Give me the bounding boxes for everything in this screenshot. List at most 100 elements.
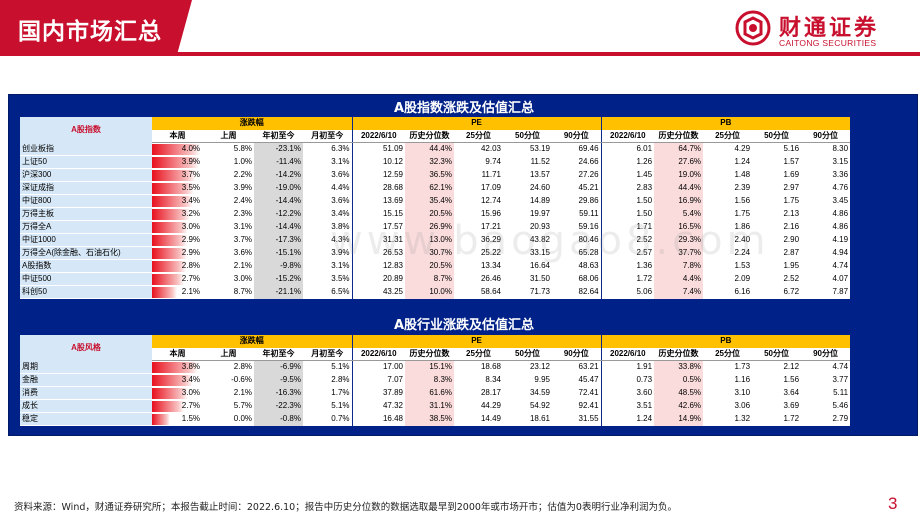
table-cell: 1.24 <box>734 157 751 167</box>
table-cell: 1.69 <box>783 170 800 180</box>
table-cell: 5.46 <box>832 401 849 411</box>
table-cell: 3.6% <box>233 248 252 258</box>
row-name: 上证50 <box>20 155 152 170</box>
page-title: 国内市场汇总 <box>18 19 162 45</box>
weekly-change-bar <box>152 169 197 181</box>
cell-value: 3.2% <box>181 209 200 219</box>
table-cell: 3.1% <box>233 222 252 232</box>
table-cell: 20.5% <box>405 259 454 273</box>
weekly-change-bar <box>152 234 187 246</box>
table-cell: 6.5% <box>331 287 350 297</box>
column-header: 本周 <box>152 347 203 362</box>
table-cell: 28.68 <box>351 181 405 195</box>
table-cell: 62.1% <box>405 181 454 195</box>
table-cell: 2.79 <box>832 414 849 424</box>
table-cell: 12.59 <box>351 168 405 182</box>
cell-value: 2.7% <box>181 401 200 411</box>
table-cell: 2.97 <box>783 183 800 193</box>
row-name: 创业板指 <box>20 142 152 157</box>
table-cell: 44.29 <box>480 401 501 411</box>
table-cell: 47.32 <box>351 399 405 413</box>
table-row: 上证50 3.9% 1.0% -11.4% 3.1% 10.12 32.3% 9.74 11.5… <box>20 155 850 170</box>
table-cell: 3.36 <box>832 170 849 180</box>
category-label: A股风格 <box>20 335 152 361</box>
cell-value: 3.9% <box>181 157 200 167</box>
table-cell: 5.8% <box>233 144 252 154</box>
table-cell: 35.4% <box>405 194 454 208</box>
table-row: 万得全A(除金融、石油石化) 2.9% 3.6% -15.1% 3.9% 26.53 30.… <box>20 246 850 261</box>
cell-value: 3.0% <box>181 388 200 398</box>
table-cell: 80.46 <box>578 235 599 245</box>
table-cell: 2.8% <box>331 375 350 385</box>
table-cell: 1.0% <box>233 157 252 167</box>
table-cell: 3.0% <box>233 274 252 284</box>
table-cell: 69.46 <box>578 144 599 154</box>
title-banner <box>0 0 192 56</box>
table-cell: 29.86 <box>578 196 599 206</box>
table-cell: 2.40 <box>734 235 751 245</box>
table-cell: 3.7% <box>152 169 203 182</box>
table-cell: 7.4% <box>654 285 704 299</box>
column-header: 年初至今 <box>254 347 303 362</box>
row-name: 消费 <box>20 386 152 401</box>
column-header: 历史分位数 <box>405 347 454 362</box>
row-name: 中证1000 <box>20 233 152 248</box>
table-cell: 63.21 <box>578 362 599 372</box>
table-cell: 2.39 <box>734 183 751 193</box>
cell-value: 4.0% <box>181 144 200 154</box>
row-name: 中证500 <box>20 272 152 287</box>
table-cell: 3.8% <box>331 222 350 232</box>
table-cell: 18.61 <box>529 414 550 424</box>
table-cell: 3.15 <box>832 157 849 167</box>
table-cell: 4.86 <box>832 209 849 219</box>
table-cell: -9.5% <box>254 373 303 387</box>
table-cell: 2.8% <box>233 362 252 372</box>
table-cell: 16.9% <box>654 194 704 208</box>
column-header: 25分位 <box>703 129 753 144</box>
table-cell: 3.8% <box>152 361 203 374</box>
table-cell: 4.4% <box>654 272 704 286</box>
table-cell: 23.12 <box>529 362 550 372</box>
table-cell: 12.83 <box>351 259 405 273</box>
table-cell: 2.13 <box>783 209 800 219</box>
table-cell: 15.15 <box>351 207 405 221</box>
table-cell: 3.4% <box>331 209 350 219</box>
row-name: 科创50 <box>20 285 152 300</box>
table-cell: 0.5% <box>654 373 704 387</box>
table-cell: 9.95 <box>534 375 550 385</box>
table-cell: 10.12 <box>351 155 405 169</box>
table-cell: 3.2% <box>152 208 203 221</box>
table-cell: 0.0% <box>233 414 252 424</box>
table-cell: 7.87 <box>832 287 849 297</box>
table-cell: 36.5% <box>405 168 454 182</box>
table-cell: 8.30 <box>832 144 849 154</box>
table-cell: 2.7% <box>152 273 203 286</box>
table-cell: 1.71 <box>600 220 655 234</box>
weekly-change-bar <box>152 260 186 272</box>
table-cell: 29.3% <box>654 233 704 247</box>
row-name: 周期 <box>20 360 152 375</box>
column-header: 50分位 <box>503 129 552 144</box>
table-row: 中证1000 2.9% 3.7% -17.3% 4.3% 31.31 13.0% 36.29 4… <box>20 233 850 248</box>
table-cell: 0.7% <box>331 414 350 424</box>
column-header: 90分位 <box>801 347 851 362</box>
table-cell: 32.3% <box>405 155 454 169</box>
table-cell: 1.56 <box>734 196 751 206</box>
table-cell: 3.69 <box>783 401 800 411</box>
table-cell: -23.1% <box>254 142 303 156</box>
group-header-pe: PE <box>351 335 602 348</box>
source-footnote: 资料来源：Wind，财通证券研究所；本报告截止时间：2022.6.10；报告中历… <box>14 502 677 513</box>
row-name: 稳定 <box>20 412 152 427</box>
table-cell: 2.1% <box>233 261 252 271</box>
table-cell: 8.34 <box>485 375 501 385</box>
table-cell: 64.7% <box>654 142 704 156</box>
table-cell: 6.01 <box>600 142 655 156</box>
table-cell: 19.97 <box>529 209 550 219</box>
table-cell: 2.12 <box>783 362 800 372</box>
table-cell: 1.45 <box>600 168 655 182</box>
cell-value: 2.1% <box>181 287 200 297</box>
caitong-logo: 财通证券 CAITONG SECURITIES <box>735 8 895 52</box>
cell-value: 3.8% <box>181 362 200 372</box>
table-cell: 3.51 <box>600 399 655 413</box>
table-cell: 16.48 <box>351 412 405 426</box>
